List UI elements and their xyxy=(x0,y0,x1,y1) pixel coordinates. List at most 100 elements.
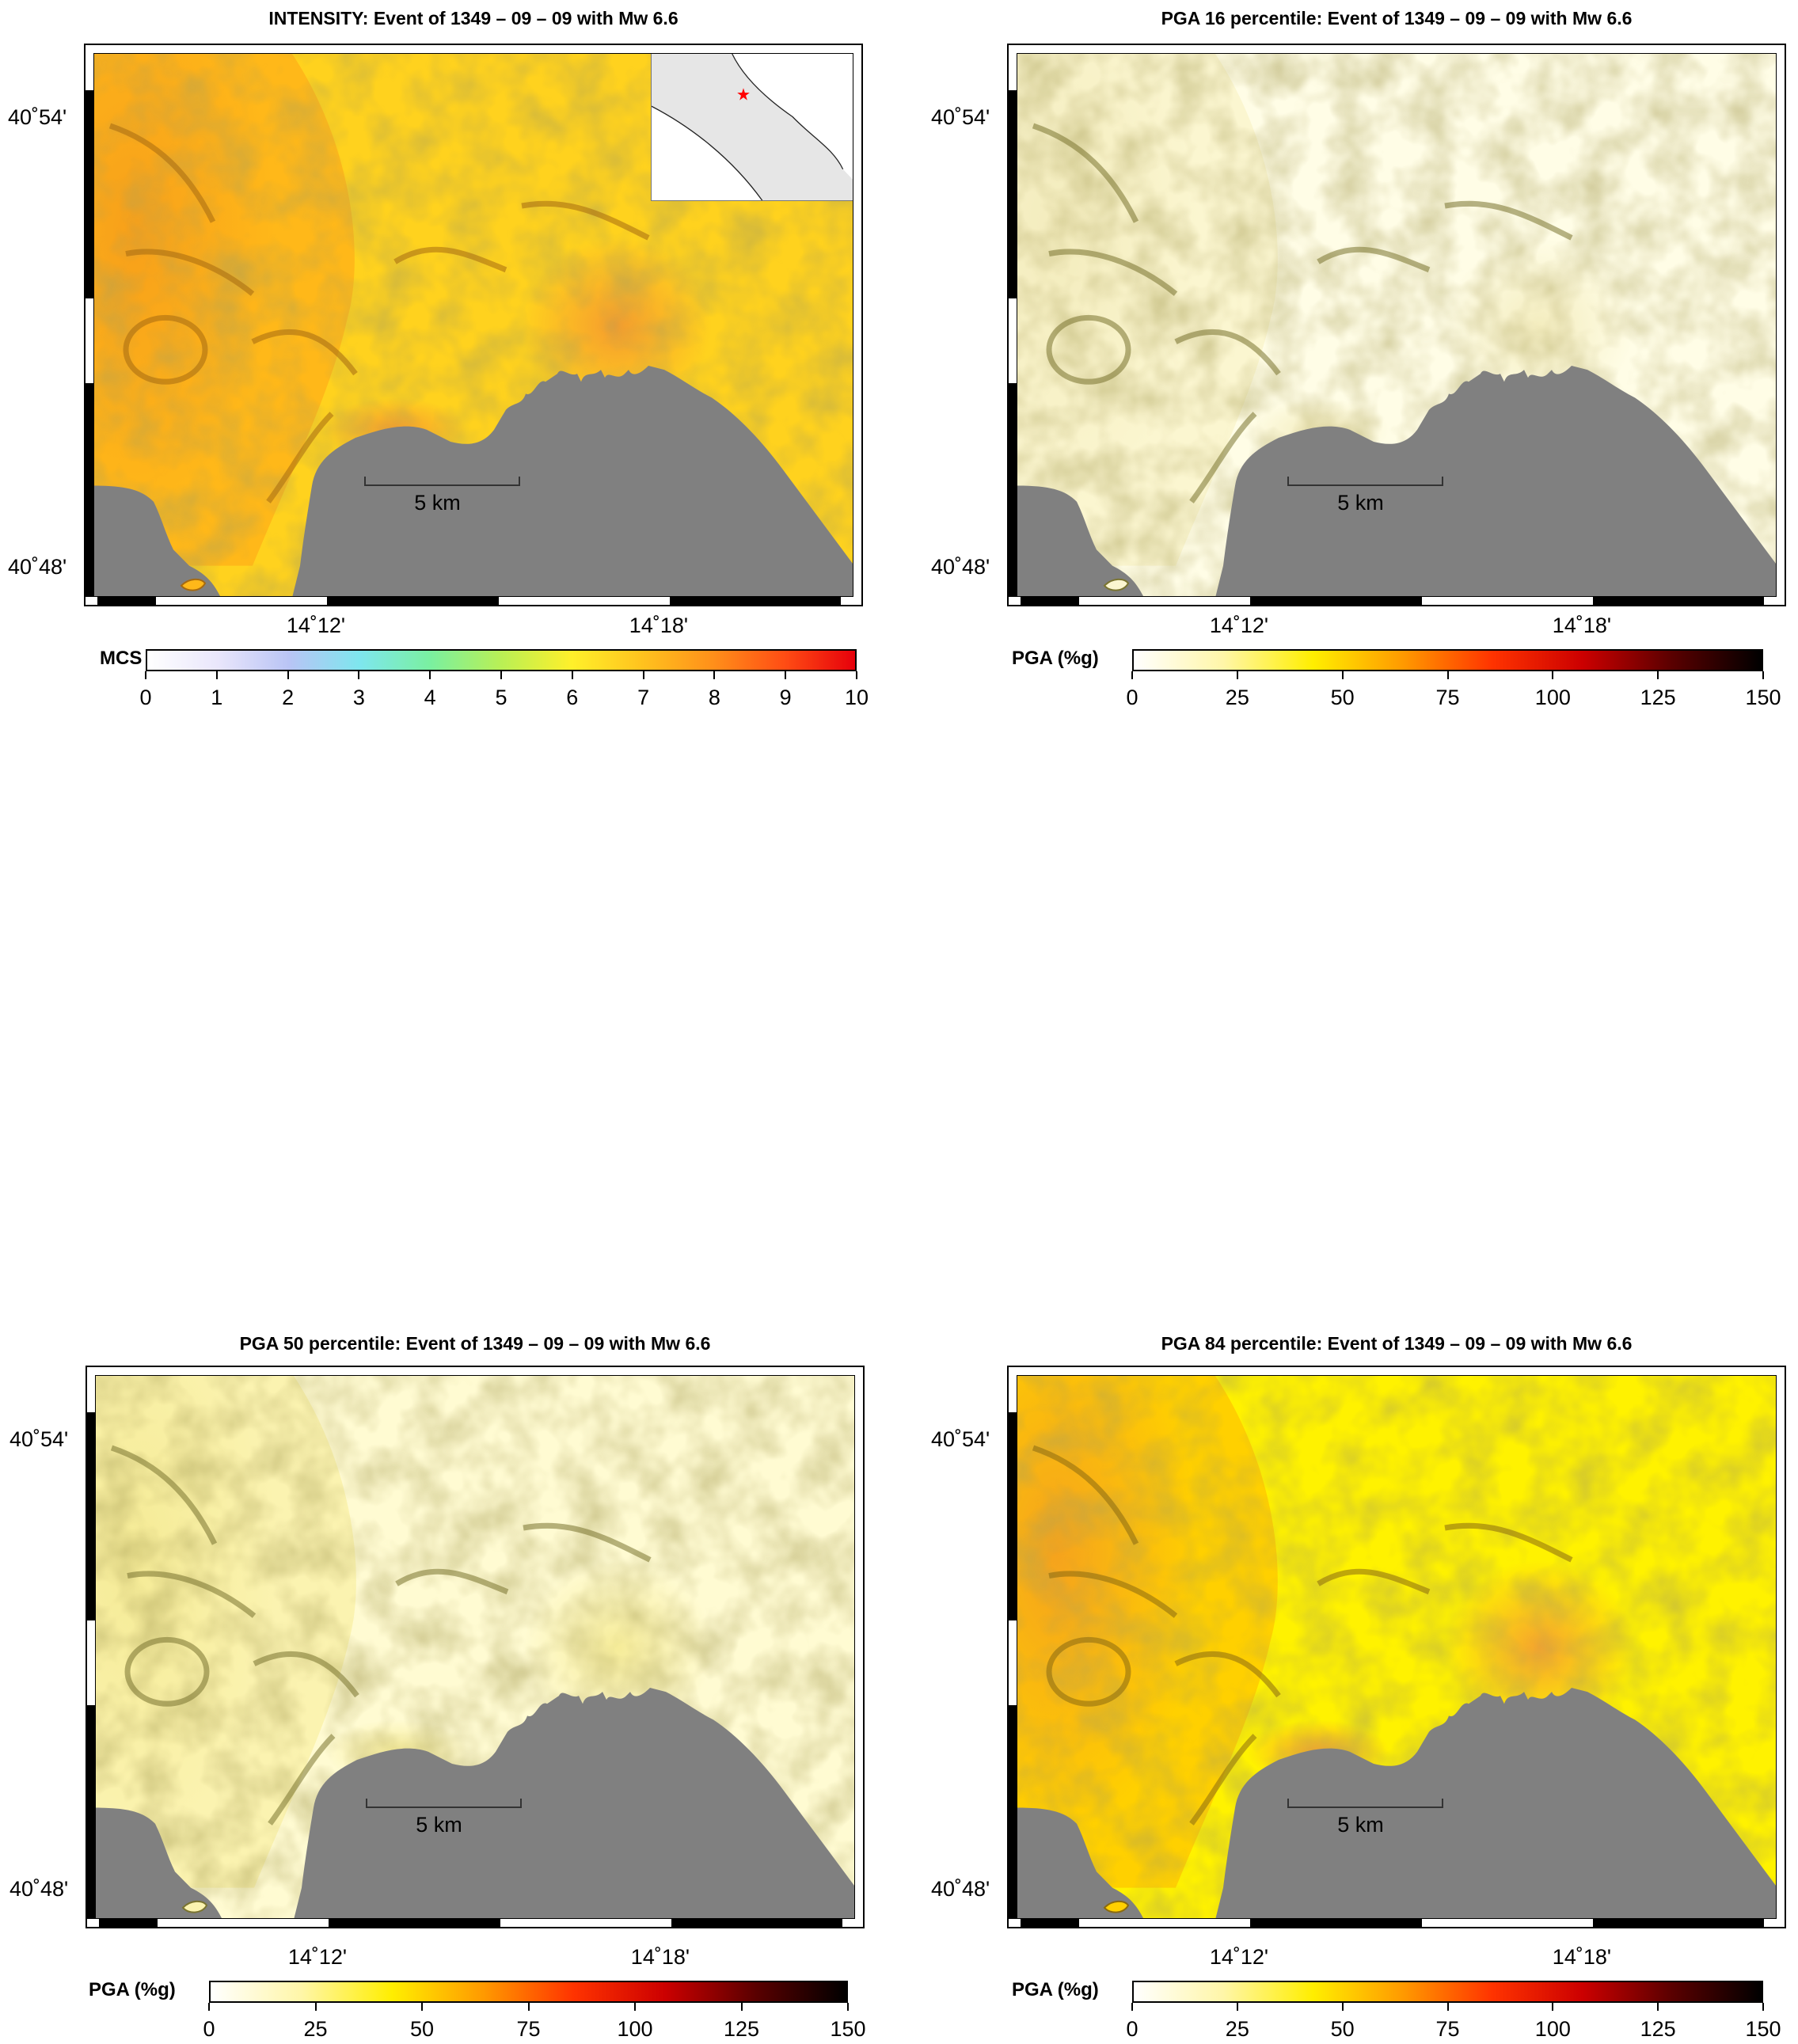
colorbar-tick-label: 25 xyxy=(1225,686,1249,709)
colorbar-tick xyxy=(145,671,146,679)
sea-area xyxy=(1017,366,1776,596)
colorbar-tick-label: 0 xyxy=(139,686,152,709)
colorbar-title: PGA (%g) xyxy=(1012,1979,1099,2000)
frame-border-segment xyxy=(670,595,842,605)
scale-bar xyxy=(366,1799,523,1809)
colorbar-tick xyxy=(500,671,502,679)
frame-border-segment xyxy=(86,45,95,90)
colorbar-tick xyxy=(785,671,787,679)
colorbar-tick xyxy=(1131,2003,1133,2011)
scale-bar-label: 5 km xyxy=(416,1813,462,1837)
inset-coastline: ★ xyxy=(651,54,853,201)
frame-border-segment xyxy=(671,1917,843,1927)
colorbar-tick-label: 10 xyxy=(844,686,869,709)
hazard-map xyxy=(1017,53,1777,597)
colorbar-tick-label: 50 xyxy=(1330,2017,1355,2041)
colorbar-tick xyxy=(713,671,716,679)
longitude-label: 14˚12' xyxy=(1209,1945,1269,1969)
panel-pga16: PGA 16 percentile: Event of 1349 – 09 – … xyxy=(899,0,1798,728)
frame-border-segment xyxy=(1593,1917,1765,1927)
latitude-label: 40˚54' xyxy=(8,105,67,129)
latitude-label: 40˚54' xyxy=(931,105,990,129)
colorbar-tick xyxy=(1552,2003,1554,2011)
colorbar-tick-label: 150 xyxy=(1745,2017,1781,2041)
colorbar-tick-label: 75 xyxy=(1435,2017,1460,2041)
colorbar-tick xyxy=(571,671,573,679)
longitude-label: 14˚18' xyxy=(630,1945,690,1969)
panel-title: PGA 84 percentile: Event of 1349 – 09 – … xyxy=(1161,1333,1633,1354)
colorbar-tick-label: 2 xyxy=(282,686,295,709)
colorbar-tick xyxy=(1236,671,1238,679)
scale-bar-label: 5 km xyxy=(1337,491,1384,515)
crater-relief xyxy=(1032,1445,1573,1826)
location-inset-map: ★ xyxy=(650,54,853,202)
latitude-label: 40˚48' xyxy=(931,555,990,579)
panel-intensity: INTENSITY: Event of 1349 – 09 – 09 with … xyxy=(0,0,899,728)
colorbar-title: MCS xyxy=(100,648,143,669)
latitude-label: 40˚54' xyxy=(931,1427,990,1451)
map-canvas xyxy=(1017,1376,1776,1918)
panel-title: INTENSITY: Event of 1349 – 09 – 09 with … xyxy=(268,8,679,28)
frame-border-segment xyxy=(1009,45,1018,90)
colorbar-tick-label: 4 xyxy=(424,686,436,709)
colorbar-tick-label: 0 xyxy=(1126,686,1138,709)
colorbar-tick-label: 25 xyxy=(303,2017,328,2041)
frame-border-segment xyxy=(87,1367,97,1412)
frame-border-segment xyxy=(87,1411,97,1620)
colorbar-tick xyxy=(1446,2003,1449,2011)
scale-bar xyxy=(1287,1799,1444,1809)
longitude-label: 14˚18' xyxy=(1552,1945,1612,1969)
latitude-label: 40˚48' xyxy=(931,1877,990,1901)
colorbar-tick xyxy=(1341,2003,1344,2011)
colorbar-tick-label: 50 xyxy=(409,2017,435,2041)
colorbar-tick-label: 1 xyxy=(211,686,223,709)
frame-border-segment xyxy=(1593,595,1765,605)
colorbar-tick-label: 50 xyxy=(1330,686,1355,709)
frame-border-segment xyxy=(1020,1917,1079,1927)
sea-area xyxy=(1017,1688,1776,1918)
latitude-label: 40˚48' xyxy=(10,1877,69,1901)
colorbar-tick xyxy=(847,2003,849,2011)
frame-border-segment xyxy=(86,382,95,597)
colorbar xyxy=(1132,649,1763,671)
colorbar-tick xyxy=(1236,2003,1238,2011)
map-canvas xyxy=(1017,54,1776,596)
colorbar-tick-label: 75 xyxy=(1435,686,1460,709)
colorbar-tick xyxy=(527,2003,530,2011)
colorbar-tick-label: 25 xyxy=(1225,2017,1249,2041)
colorbar-tick-label: 125 xyxy=(723,2017,760,2041)
frame-border-segment xyxy=(87,1704,97,1919)
colorbar xyxy=(1132,1981,1763,2003)
colorbar-tick xyxy=(1657,671,1659,679)
colorbar-tick xyxy=(1657,2003,1659,2011)
frame-border-segment xyxy=(86,89,95,298)
panel-title: PGA 50 percentile: Event of 1349 – 09 – … xyxy=(239,1333,711,1354)
colorbar-tick xyxy=(421,2003,423,2011)
colorbar-tick xyxy=(314,2003,317,2011)
frame-border-segment xyxy=(1250,1917,1422,1927)
colorbar-tick xyxy=(1341,671,1344,679)
islet xyxy=(181,1900,208,1913)
latitude-label: 40˚48' xyxy=(8,555,67,579)
longitude-label: 14˚12' xyxy=(287,1945,348,1969)
scale-bar-label: 5 km xyxy=(414,491,461,515)
colorbar-tick-label: 75 xyxy=(516,2017,541,2041)
scale-bar xyxy=(364,477,521,487)
colorbar-tick xyxy=(1552,671,1554,679)
colorbar-tick-label: 6 xyxy=(566,686,579,709)
colorbar-tick xyxy=(215,671,218,679)
frame-border-segment xyxy=(1009,1411,1018,1620)
frame-border-segment xyxy=(1250,595,1422,605)
scale-bar-label: 5 km xyxy=(1337,1813,1384,1837)
colorbar-tick-label: 0 xyxy=(1126,2017,1138,2041)
colorbar-tick-label: 150 xyxy=(830,2017,866,2041)
islet xyxy=(180,578,207,591)
colorbar-tick-label: 3 xyxy=(352,686,365,709)
colorbar-tick xyxy=(287,671,289,679)
colorbar-tick-label: 100 xyxy=(1534,686,1571,709)
frame-border-segment xyxy=(1009,1704,1018,1919)
islet xyxy=(1103,578,1130,591)
panel-pga50: PGA 50 percentile: Event of 1349 – 09 – … xyxy=(0,1314,899,2044)
colorbar-tick xyxy=(208,2003,210,2011)
colorbar-tick-label: 0 xyxy=(203,2017,215,2041)
